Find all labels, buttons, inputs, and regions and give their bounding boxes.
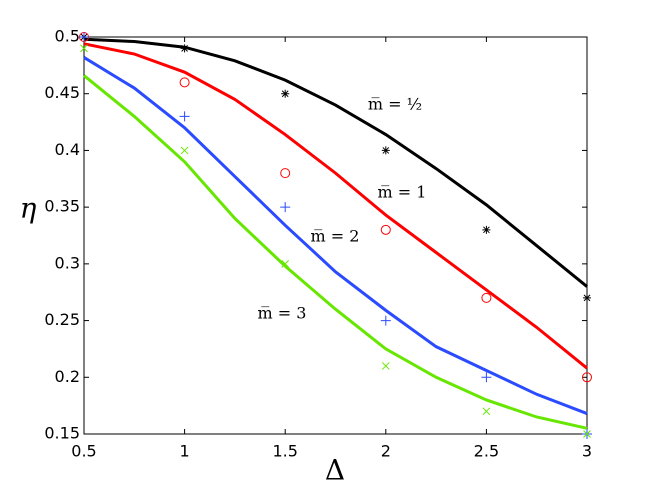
curve bbox=[83, 74, 588, 430]
marker bbox=[481, 372, 492, 383]
marker bbox=[79, 32, 89, 42]
curve-label: m̅ = 1 bbox=[378, 183, 427, 202]
x-tick-label: 2 bbox=[381, 442, 391, 461]
curve bbox=[83, 56, 588, 415]
curve-label: m̅ = 2 bbox=[311, 227, 360, 246]
curve-label: m̅ = ½ bbox=[368, 95, 422, 114]
marker bbox=[180, 44, 189, 53]
marker bbox=[281, 89, 290, 98]
curve bbox=[83, 37, 588, 288]
y-tick-label: 0.25 bbox=[44, 310, 80, 329]
y-tick-label: 0.3 bbox=[55, 253, 80, 272]
x-tick-label: 3 bbox=[582, 442, 592, 461]
y-tick-label: 0.35 bbox=[44, 197, 80, 216]
x-tick-label: 1.5 bbox=[272, 442, 297, 461]
x-axis-label: Δ bbox=[325, 454, 345, 487]
marker bbox=[380, 315, 391, 326]
plot-frame bbox=[83, 36, 588, 435]
marker bbox=[381, 146, 390, 155]
curve-label: m̅ = 3 bbox=[258, 304, 307, 323]
x-tick-label: 2.5 bbox=[474, 442, 499, 461]
marker bbox=[481, 292, 492, 303]
x-tick-label: 0.5 bbox=[71, 442, 96, 461]
marker bbox=[583, 293, 591, 302]
y-tick-label: 0.15 bbox=[44, 424, 80, 443]
marker bbox=[482, 225, 491, 234]
x-tick-label: 1 bbox=[180, 442, 190, 461]
marker bbox=[280, 168, 291, 179]
marker bbox=[380, 224, 391, 235]
marker bbox=[381, 362, 390, 370]
y-tick-label: 0.45 bbox=[44, 83, 80, 102]
curve bbox=[83, 42, 588, 370]
marker bbox=[80, 44, 88, 53]
marker bbox=[281, 260, 290, 268]
y-tick-label: 0.4 bbox=[55, 140, 80, 159]
marker bbox=[280, 202, 291, 213]
y-tick-label: 0.5 bbox=[55, 27, 80, 46]
marker bbox=[583, 430, 591, 438]
marker bbox=[179, 77, 190, 88]
marker bbox=[482, 407, 491, 416]
marker bbox=[582, 372, 592, 383]
marker bbox=[180, 146, 189, 155]
y-axis-label: η bbox=[20, 192, 37, 225]
y-tick-label: 0.2 bbox=[55, 367, 80, 386]
marker bbox=[179, 111, 190, 122]
